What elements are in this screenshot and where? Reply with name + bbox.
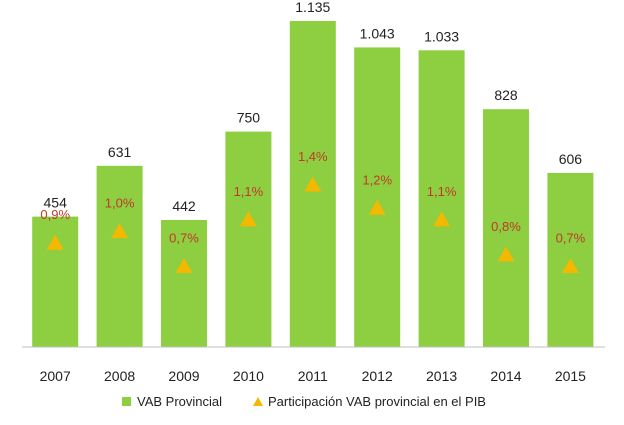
bar-2008 <box>96 165 143 347</box>
bar-2009 <box>161 220 207 347</box>
share-label-2012: 1,2% <box>362 172 392 187</box>
share-label-2009: 0,7% <box>169 231 199 246</box>
share-label-2011: 1,4% <box>298 149 328 164</box>
x-tick-2010: 2010 <box>233 368 264 384</box>
legend-label-vab: VAB Provincial <box>137 394 222 409</box>
bar-2013 <box>418 50 465 348</box>
legend-swatch-share <box>253 397 263 406</box>
x-tick-2014: 2014 <box>490 368 521 384</box>
bar-value-label-2012: 1.043 <box>360 25 395 41</box>
marker-2014 <box>497 246 515 262</box>
marker-2007 <box>46 234 64 250</box>
x-tick-2011: 2011 <box>298 368 328 384</box>
bar-value-label-2009: 442 <box>172 198 196 214</box>
bar-value-label-2008: 631 <box>108 144 132 160</box>
bar-value-label-2013: 1.033 <box>424 28 459 44</box>
marker-2012 <box>368 199 386 215</box>
legend-swatch-vab <box>122 397 131 406</box>
x-tick-2007: 2007 <box>40 368 71 384</box>
x-tick-2009: 2009 <box>168 368 199 384</box>
x-tick-2015: 2015 <box>555 368 586 384</box>
bar-value-label-2011: 1.135 <box>295 0 330 15</box>
x-tick-2008: 2008 <box>104 368 135 384</box>
share-label-2007: 0,9% <box>40 207 70 222</box>
share-label-2008: 1,0% <box>105 196 135 211</box>
marker-series <box>46 176 579 273</box>
marker-2009 <box>175 258 193 273</box>
bar-2012 <box>354 47 401 348</box>
marker-2011 <box>304 176 322 192</box>
bar-value-label-2010: 750 <box>237 110 261 126</box>
bar-value-label-2014: 828 <box>494 87 518 103</box>
bar-value-label-2007: 454 <box>44 195 68 211</box>
marker-2013 <box>433 211 451 227</box>
marker-2015 <box>561 258 579 273</box>
share-label-2015: 0,7% <box>556 231 586 246</box>
share-label-2014: 0,8% <box>491 219 521 234</box>
bar-2014 <box>483 109 529 347</box>
share-label-2010: 1,1% <box>234 184 264 199</box>
legend: VAB Provincial Participación VAB provinc… <box>122 394 486 409</box>
x-tick-2012: 2012 <box>362 368 393 384</box>
x-tick-labels: 2007 2008 2009 2010 2011 2012 2013 2014 2015 <box>40 368 587 384</box>
x-tick-2013: 2013 <box>426 368 457 384</box>
legend-label-share: Participación VAB provincial en el PIB <box>268 394 486 409</box>
bar-value-label-2015: 606 <box>559 151 583 167</box>
share-label-2013: 1,1% <box>427 184 457 199</box>
marker-2008 <box>111 223 129 239</box>
marker-2010 <box>239 211 257 227</box>
bar-2010 <box>225 131 272 347</box>
